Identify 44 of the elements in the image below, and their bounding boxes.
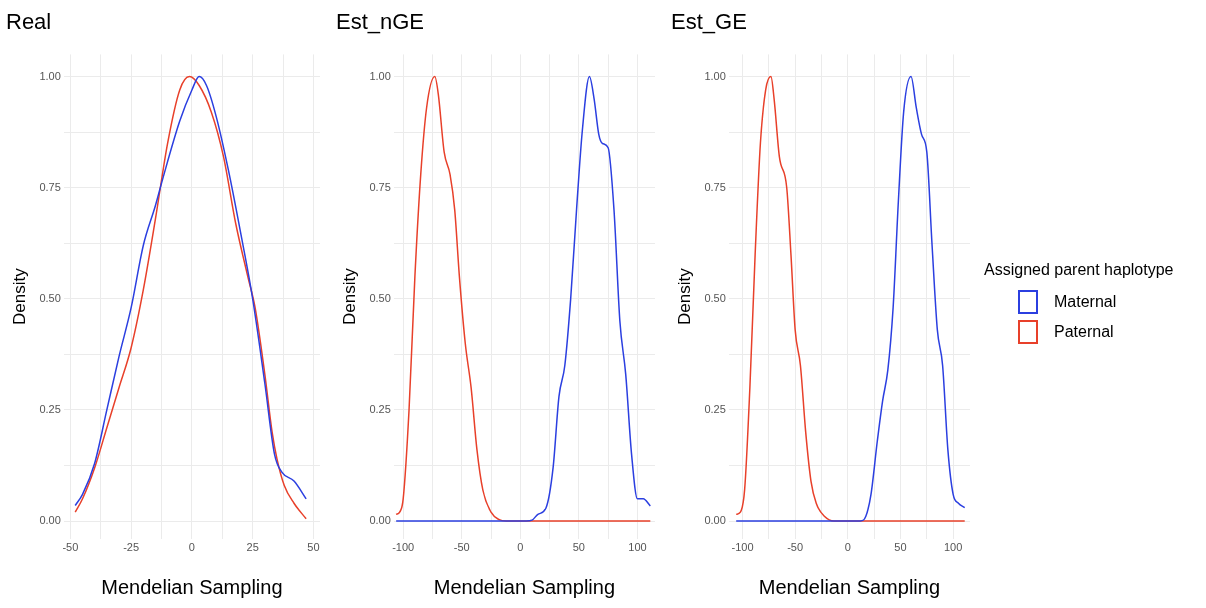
x-tick-label: 100 bbox=[943, 541, 963, 554]
y-tick-label: 0.00 bbox=[39, 514, 61, 527]
x-tick-label: 50 bbox=[572, 541, 585, 554]
x-tick-label: 0 bbox=[844, 541, 851, 554]
x-tick-label: -50 bbox=[787, 541, 804, 554]
x-tick-label: 0 bbox=[517, 541, 524, 554]
y-axis-title: Density bbox=[674, 267, 694, 325]
legend-title: Assigned parent haplotype bbox=[984, 261, 1175, 279]
y-tick-label: 0.50 bbox=[39, 291, 61, 304]
x-tick-label: -50 bbox=[453, 541, 470, 554]
x-tick-label: -100 bbox=[392, 541, 415, 554]
y-tick-label: 0.75 bbox=[369, 180, 391, 193]
y-tick-label: 1.00 bbox=[39, 69, 61, 82]
line-series bbox=[735, 75, 966, 522]
y-tick-label: 0.75 bbox=[39, 180, 61, 193]
y-tick-label: 0.00 bbox=[369, 514, 391, 527]
line-series bbox=[395, 75, 652, 522]
x-axis-title: Mendelian Sampling bbox=[758, 575, 941, 598]
y-tick-label: 0.25 bbox=[704, 402, 726, 415]
y-tick-label: 0.25 bbox=[369, 402, 391, 415]
x-tick-label: 50 bbox=[307, 541, 320, 554]
x-tick-label: -100 bbox=[731, 541, 754, 554]
x-tick-label: 25 bbox=[246, 541, 259, 554]
y-tick-label: 0.50 bbox=[369, 291, 391, 304]
y-tick-label: 0.50 bbox=[704, 291, 726, 304]
y-tick-label: 0.75 bbox=[704, 180, 726, 193]
x-tick-label: 100 bbox=[628, 541, 647, 554]
y-tick-label: 0.25 bbox=[39, 402, 61, 415]
y-tick-label: 1.00 bbox=[704, 69, 726, 82]
x-tick-label: -25 bbox=[123, 541, 140, 554]
y-tick-label: 1.00 bbox=[369, 69, 391, 82]
x-tick-label: 50 bbox=[894, 541, 907, 554]
x-tick-label: -50 bbox=[62, 541, 79, 554]
legend-label: Maternal bbox=[1054, 293, 1117, 311]
y-axis-title: Density bbox=[339, 267, 359, 325]
y-tick-label: 0.00 bbox=[704, 514, 726, 527]
chart-title: Est_nGE bbox=[336, 9, 425, 35]
x-tick-label: 0 bbox=[188, 541, 195, 554]
chart-title: Real bbox=[6, 9, 52, 35]
x-axis-title: Mendelian Sampling bbox=[433, 575, 616, 598]
y-axis-title: Density bbox=[9, 267, 29, 325]
legend-label: Paternal bbox=[1054, 323, 1114, 341]
x-axis-title: Mendelian Sampling bbox=[101, 575, 283, 598]
chart-title: Est_GE bbox=[671, 9, 747, 35]
